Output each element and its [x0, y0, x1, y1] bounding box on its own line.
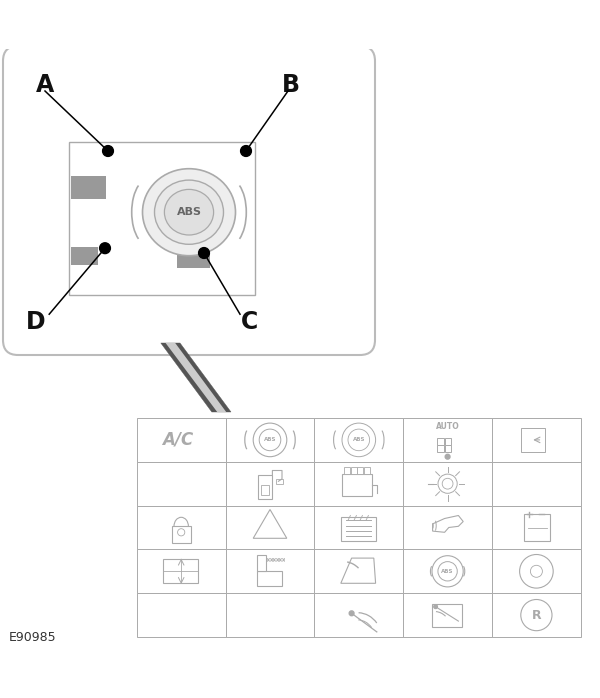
Circle shape — [241, 146, 251, 156]
Text: D: D — [26, 310, 46, 334]
Bar — [314, 462, 403, 505]
Bar — [403, 549, 492, 593]
Circle shape — [438, 562, 457, 581]
Bar — [226, 462, 314, 505]
Bar — [350, 467, 356, 474]
Bar — [403, 418, 492, 462]
Bar — [71, 176, 106, 199]
Bar — [257, 571, 282, 586]
Circle shape — [342, 423, 376, 456]
Bar — [437, 438, 444, 445]
Polygon shape — [161, 343, 231, 412]
Polygon shape — [433, 516, 463, 533]
Text: ABS: ABS — [353, 438, 365, 443]
Polygon shape — [341, 558, 376, 584]
Bar — [137, 549, 226, 593]
Bar — [314, 505, 403, 549]
Circle shape — [520, 554, 553, 588]
Circle shape — [432, 556, 463, 587]
Bar — [492, 462, 581, 505]
Circle shape — [103, 146, 113, 156]
Bar — [261, 485, 269, 494]
Circle shape — [178, 528, 185, 536]
Bar — [314, 418, 403, 462]
Bar — [403, 505, 492, 549]
Bar — [492, 549, 581, 593]
Bar — [445, 445, 451, 452]
Circle shape — [349, 611, 354, 616]
Bar — [358, 467, 364, 474]
Ellipse shape — [143, 169, 235, 255]
Text: B: B — [282, 73, 300, 97]
Text: AUTO: AUTO — [436, 422, 460, 431]
Bar — [314, 549, 403, 593]
Bar — [258, 475, 272, 499]
Circle shape — [434, 605, 437, 609]
Bar — [492, 418, 581, 462]
Circle shape — [438, 474, 457, 493]
Text: A/C: A/C — [163, 431, 194, 449]
FancyBboxPatch shape — [3, 46, 375, 355]
Bar — [524, 514, 550, 541]
Bar — [364, 467, 370, 474]
Bar — [137, 418, 226, 462]
Circle shape — [100, 243, 110, 253]
Bar — [172, 526, 191, 543]
Bar — [226, 593, 314, 637]
Ellipse shape — [155, 180, 223, 244]
Bar — [403, 462, 492, 505]
Bar — [492, 505, 581, 549]
Bar — [276, 479, 283, 484]
Circle shape — [445, 454, 450, 459]
Circle shape — [530, 565, 542, 577]
Circle shape — [521, 600, 552, 631]
Bar — [137, 593, 226, 637]
Bar — [403, 593, 492, 637]
Bar — [226, 505, 314, 549]
Bar — [432, 604, 462, 627]
Text: R: R — [532, 609, 541, 622]
Bar — [177, 253, 210, 268]
Bar — [257, 554, 266, 571]
Bar — [341, 517, 376, 541]
Text: ABS: ABS — [176, 207, 202, 217]
Bar — [445, 438, 451, 445]
Bar — [69, 142, 255, 295]
Text: ABS: ABS — [264, 438, 276, 443]
Ellipse shape — [164, 189, 214, 235]
Bar — [492, 593, 581, 637]
Bar — [226, 549, 314, 593]
Bar — [226, 418, 314, 462]
Bar — [163, 559, 198, 584]
Text: C: C — [241, 310, 257, 334]
Text: ABS: ABS — [442, 569, 454, 574]
Polygon shape — [166, 343, 226, 412]
Bar — [137, 505, 226, 549]
Text: E90985: E90985 — [9, 631, 56, 644]
Circle shape — [259, 429, 281, 451]
Circle shape — [199, 248, 209, 258]
Bar — [71, 247, 98, 265]
Bar — [137, 462, 226, 505]
Bar — [521, 428, 545, 452]
Polygon shape — [253, 510, 287, 538]
Bar — [342, 474, 372, 496]
Circle shape — [348, 429, 370, 451]
Bar — [314, 593, 403, 637]
Bar — [344, 467, 350, 474]
Bar — [437, 445, 444, 452]
Circle shape — [442, 478, 453, 489]
Circle shape — [253, 423, 287, 456]
Text: A: A — [36, 73, 54, 97]
